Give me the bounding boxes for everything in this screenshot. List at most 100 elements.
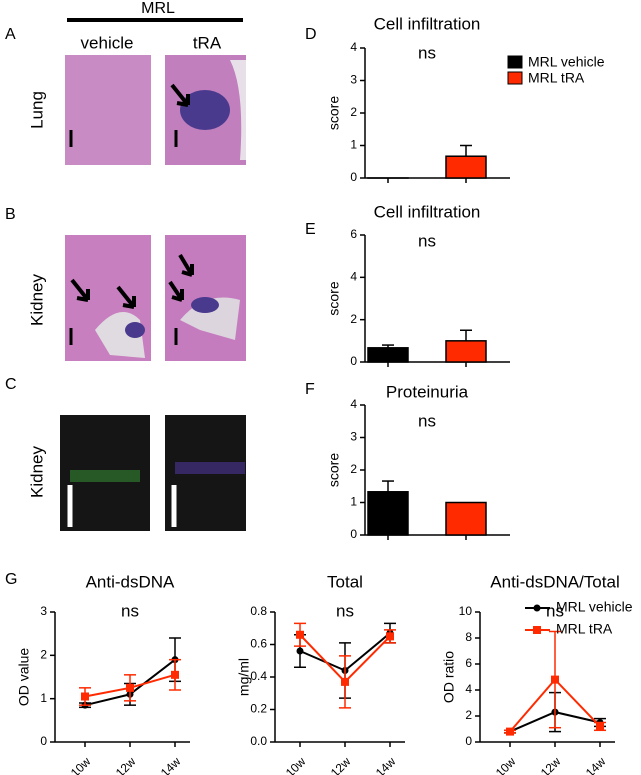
- marker: [296, 647, 304, 655]
- marker: [296, 630, 304, 639]
- y-axis-label: OD value: [16, 648, 32, 707]
- annotation: ns: [336, 601, 354, 620]
- panel-label: B: [5, 206, 16, 223]
- chart-title: Total: [327, 572, 363, 591]
- y-tick-label: 4: [350, 397, 357, 411]
- marker: [596, 722, 604, 731]
- legend-label: MRL vehicle: [556, 599, 633, 615]
- y-tick-label: 0: [40, 734, 47, 748]
- y-tick-label: 2: [350, 312, 357, 326]
- y-tick-label: 3: [350, 73, 357, 87]
- y-axis-label: OD ratio: [441, 651, 457, 703]
- panel-label: D: [305, 26, 317, 43]
- y-axis-label: score: [326, 96, 342, 130]
- column-label: tRA: [193, 33, 222, 52]
- marker: [386, 632, 394, 641]
- annotation: ns: [418, 43, 436, 62]
- x-tick-label: 14w: [158, 754, 184, 775]
- legend-swatch: [507, 55, 523, 69]
- x-tick-label: 14w: [583, 754, 609, 775]
- legend-swatch: [507, 71, 523, 85]
- y-tick-label: 2: [350, 462, 357, 476]
- y-tick-label: 4: [350, 270, 357, 284]
- scale-bars: [69, 130, 178, 345]
- bar: [445, 340, 487, 363]
- x-tick-label: 12w: [328, 754, 354, 775]
- panel-label: G: [5, 571, 17, 588]
- y-axis-label: score: [326, 281, 342, 315]
- micrographs: [60, 55, 246, 531]
- chart-title: Cell infiltration: [374, 202, 481, 221]
- column-label: vehicle: [81, 33, 134, 52]
- y-tick-label: 6: [350, 227, 357, 241]
- y-tick-label: 1: [40, 691, 47, 705]
- y-tick-label: 8: [465, 630, 472, 644]
- marker: [551, 675, 559, 684]
- y-tick-label: 4: [465, 682, 472, 696]
- legend-label: MRL tRA: [528, 70, 585, 86]
- panel-label: A: [5, 26, 16, 43]
- y-tick-label: 2: [350, 105, 357, 119]
- arrows: [70, 83, 194, 309]
- annotation: ns: [418, 231, 436, 250]
- row-label: Kidney: [27, 274, 46, 326]
- y-tick-label: 0.0: [250, 734, 267, 748]
- y-axis-label: score: [326, 453, 342, 487]
- y-tick-label: 2: [40, 648, 47, 662]
- marker: [81, 692, 89, 701]
- group-label: MRL: [141, 0, 175, 17]
- vessel: [230, 60, 246, 160]
- y-tick-label: 1: [350, 138, 357, 152]
- x-tick-label: 10w: [283, 754, 309, 775]
- marker: [341, 677, 349, 686]
- y-tick-label: 0: [350, 354, 357, 368]
- panel-label: E: [305, 221, 316, 238]
- marker: [126, 683, 134, 692]
- panel-label: F: [305, 381, 315, 398]
- image-lung-vehicle: [65, 55, 151, 165]
- y-axis-label: mg/ml: [236, 658, 252, 696]
- annotation: ns: [418, 411, 436, 430]
- y-tick-label: 3: [40, 604, 47, 618]
- x-tick-label: 14w: [373, 754, 399, 775]
- y-tick-label: 0: [350, 170, 357, 184]
- y-tick-label: 0.6: [250, 637, 267, 651]
- x-tick-label: 10w: [68, 754, 94, 775]
- infiltrate: [125, 322, 145, 338]
- y-tick-label: 0.4: [250, 669, 267, 683]
- panel-label: C: [5, 376, 17, 393]
- marker: [171, 670, 179, 679]
- y-tick-label: 6: [465, 656, 472, 670]
- infiltrate: [191, 297, 219, 313]
- bar: [367, 347, 409, 363]
- infiltrate: [180, 90, 230, 130]
- row-label: Lung: [27, 91, 46, 129]
- y-tick-label: 3: [350, 430, 357, 444]
- chart-title: Anti-dsDNA/Total: [490, 572, 619, 591]
- row-label: Kidney: [27, 446, 46, 498]
- chart-title: Proteinuria: [386, 382, 469, 401]
- y-tick-label: 0.8: [250, 604, 267, 618]
- legend-label: MRL vehicle: [528, 54, 605, 70]
- y-tick-label: 2: [465, 708, 472, 722]
- chart-title: Cell infiltration: [374, 14, 481, 33]
- y-tick-label: 0.2: [250, 702, 267, 716]
- legend-marker: [533, 604, 541, 612]
- marker: [506, 727, 514, 736]
- y-tick-label: 1: [350, 495, 357, 509]
- bar: [367, 491, 409, 536]
- bar: [445, 501, 487, 536]
- x-tick-label: 12w: [113, 754, 139, 775]
- legend-marker: [533, 626, 541, 634]
- stain: [175, 462, 245, 474]
- x-tick-label: 10w: [493, 754, 519, 775]
- y-tick-label: 10: [459, 604, 473, 618]
- scale-bars-if: [67, 485, 177, 527]
- y-tick-label: 0: [350, 527, 357, 541]
- x-tick-label: 12w: [538, 754, 564, 775]
- legend-label: MRL tRA: [556, 621, 613, 637]
- y-tick-label: 0: [465, 734, 472, 748]
- bar: [445, 155, 487, 179]
